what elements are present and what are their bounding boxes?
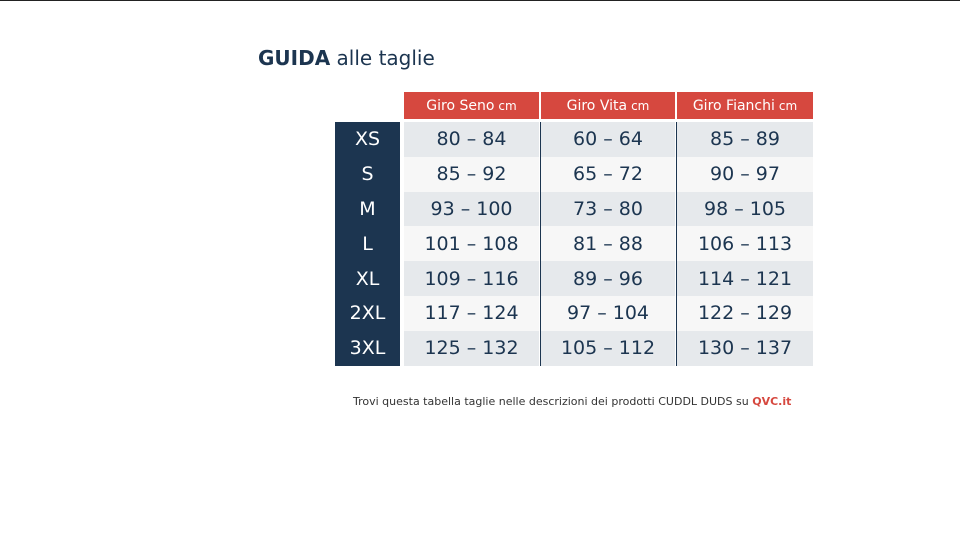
measure-cell: 117 – 124 bbox=[404, 296, 539, 331]
title-rest: alle taglie bbox=[336, 46, 435, 70]
measure-cell: 122 – 129 bbox=[677, 296, 813, 331]
column-unit: cm bbox=[778, 98, 798, 113]
column-name: Giro Fianchi bbox=[692, 97, 775, 114]
measure-cell: 65 – 72 bbox=[541, 156, 675, 192]
measure-cell: 106 – 113 bbox=[677, 226, 813, 262]
measure-cell: 105 – 112 bbox=[541, 330, 675, 366]
size-label: M bbox=[335, 191, 400, 227]
size-label: L bbox=[335, 226, 400, 262]
measure-cell: 97 – 104 bbox=[541, 296, 675, 331]
measure-cell: 81 – 88 bbox=[541, 226, 675, 262]
measure-cell: 90 – 97 bbox=[677, 156, 813, 192]
measure-cell: 60 – 64 bbox=[541, 122, 675, 157]
top-border bbox=[0, 0, 960, 1]
measure-cell: 85 – 89 bbox=[677, 122, 813, 157]
column-name: Giro Seno bbox=[426, 97, 495, 114]
measure-cell: 114 – 121 bbox=[677, 261, 813, 296]
measure-cell: 125 – 132 bbox=[404, 330, 539, 366]
footer-link: QVC.it bbox=[752, 395, 792, 408]
size-label: 2XL bbox=[335, 296, 400, 331]
column-header: Giro Vita cm bbox=[541, 92, 675, 119]
size-label: XL bbox=[335, 261, 400, 296]
column-divider bbox=[676, 122, 677, 366]
title: GUIDA alle taglie bbox=[258, 46, 435, 70]
size-label: S bbox=[335, 156, 400, 192]
column-name: Giro Vita bbox=[566, 97, 628, 114]
title-bold: GUIDA bbox=[258, 46, 331, 70]
measure-cell: 89 – 96 bbox=[541, 261, 675, 296]
column-unit: cm bbox=[631, 98, 650, 113]
column-header: Giro Seno cm bbox=[404, 92, 539, 119]
measure-cell: 80 – 84 bbox=[404, 122, 539, 157]
size-label: XS bbox=[335, 122, 400, 157]
measure-cell: 85 – 92 bbox=[404, 156, 539, 192]
size-label: 3XL bbox=[335, 330, 400, 366]
column-unit: cm bbox=[498, 98, 517, 113]
measure-cell: 130 – 137 bbox=[677, 330, 813, 366]
measure-cell: 98 – 105 bbox=[677, 191, 813, 227]
column-divider bbox=[540, 122, 541, 366]
footer-text: Trovi questa tabella taglie nelle descri… bbox=[353, 395, 749, 408]
measure-cell: 93 – 100 bbox=[404, 191, 539, 227]
measure-cell: 101 – 108 bbox=[404, 226, 539, 262]
measure-cell: 109 – 116 bbox=[404, 261, 539, 296]
measure-cell: 73 – 80 bbox=[541, 191, 675, 227]
column-header: Giro Fianchi cm bbox=[677, 92, 813, 119]
footer: Trovi questa tabella taglie nelle descri… bbox=[353, 395, 791, 408]
